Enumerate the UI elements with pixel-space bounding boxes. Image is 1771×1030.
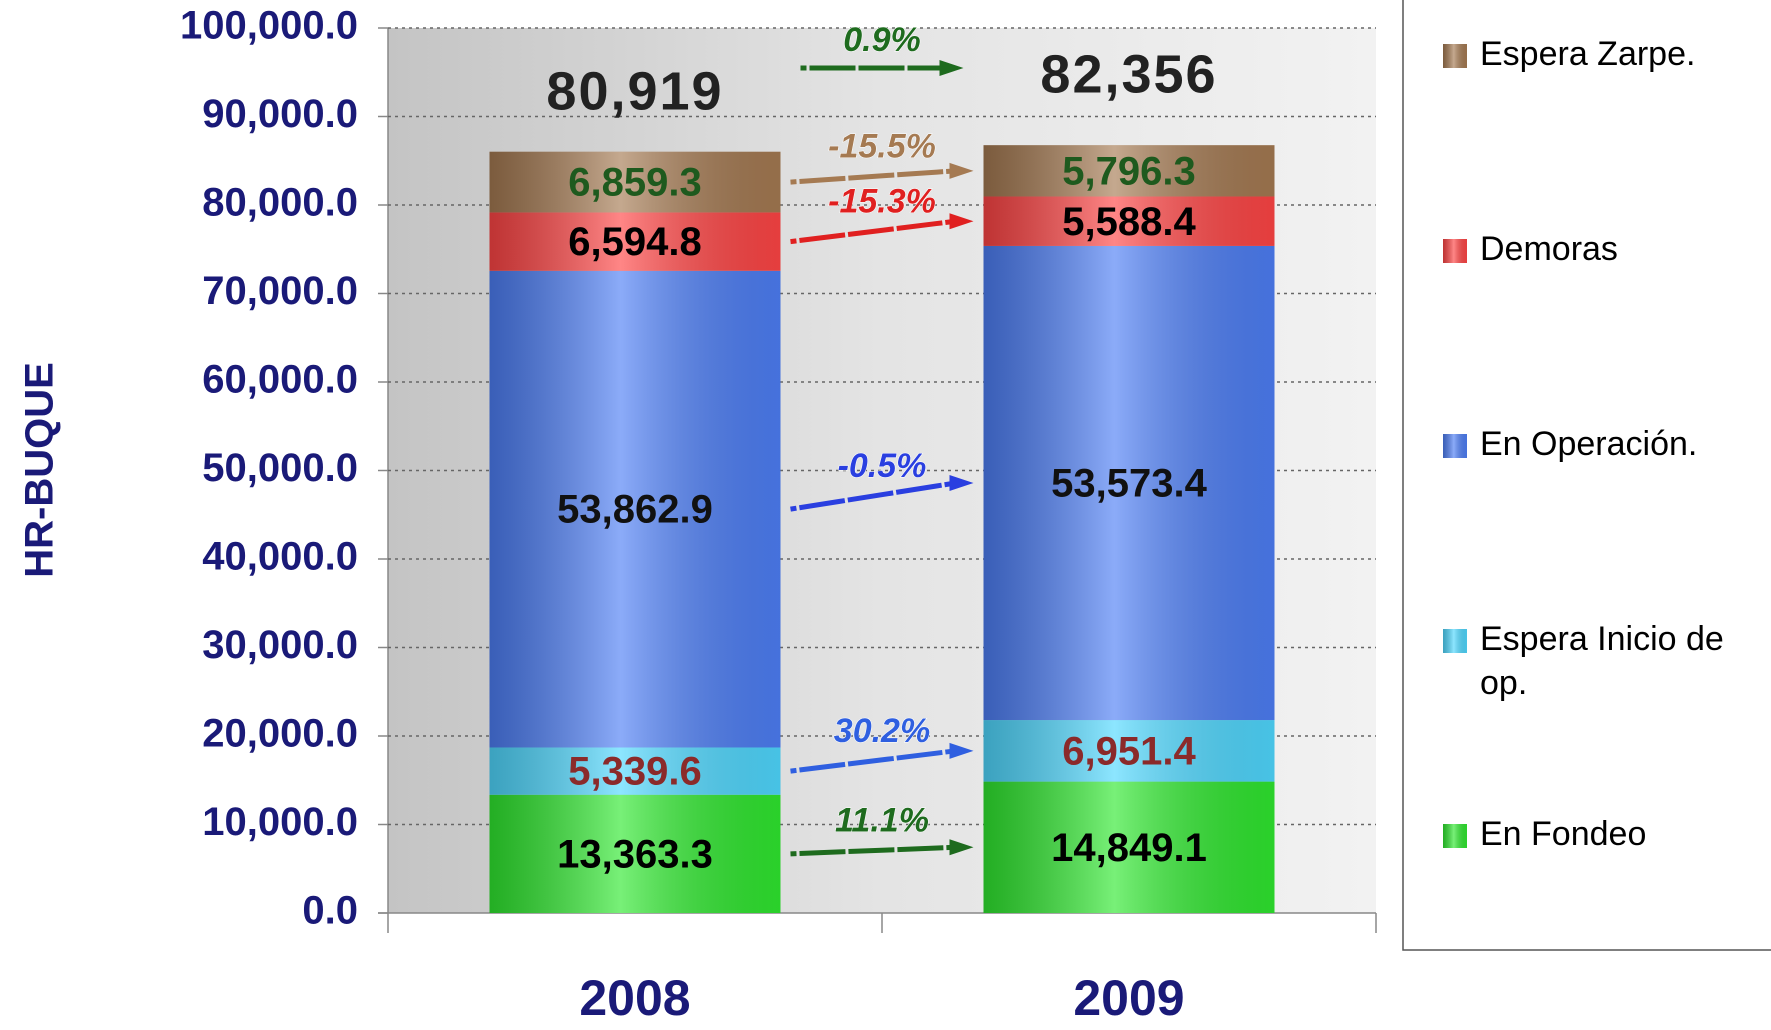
data-label: 5,796.3 (1062, 149, 1195, 193)
change-arrowhead (949, 742, 974, 759)
change-arrowhead (949, 213, 974, 230)
legend-box (1402, 0, 1771, 951)
bar-shine (983, 196, 1275, 246)
change-arrowhead (949, 839, 974, 856)
data-label: 13,363.3 (557, 832, 713, 876)
change-label: 30.2% (834, 712, 930, 750)
bar-shine (489, 151, 781, 213)
y-tick-label: 60,000.0 (202, 358, 358, 402)
y-axis-label: HR-BUQUE (18, 362, 62, 578)
legend-label: Espera Zarpe. (1480, 35, 1695, 73)
change-label: 11.1% (835, 802, 929, 840)
y-tick-label: 70,000.0 (202, 269, 358, 313)
change-label: -0.5% (838, 447, 927, 485)
y-tick-label: 20,000.0 (202, 712, 358, 756)
y-tick-label: 80,000.0 (202, 181, 358, 225)
bar-shine (489, 747, 781, 795)
change-arrowhead (949, 162, 974, 179)
legend-swatch-shine (1443, 629, 1467, 653)
total-label: 82,356 (1040, 44, 1217, 104)
y-tick-label: 0.0 (302, 889, 358, 933)
change-arrow (790, 168, 956, 185)
legend-label: Demoras (1480, 230, 1618, 268)
legend-swatch-shine (1443, 434, 1467, 458)
data-label: 5,339.6 (568, 750, 701, 794)
change-label: 0.9% (843, 21, 921, 59)
y-tick-label: 50,000.0 (202, 446, 358, 490)
data-label: 5,588.4 (1062, 200, 1196, 244)
bar-shine (489, 212, 781, 271)
change-arrowhead (939, 60, 964, 76)
data-label: 53,573.4 (1051, 462, 1207, 506)
bar-shine (489, 794, 781, 913)
data-label: 14,849.1 (1051, 826, 1207, 870)
legend-swatch-shine (1443, 239, 1467, 263)
y-tick-label: 10,000.0 (202, 800, 358, 844)
change-label: -15.5% (828, 127, 936, 165)
data-label: 6,951.4 (1062, 729, 1196, 773)
bar-shine (983, 245, 1275, 721)
x-tick-label: 2009 (1073, 970, 1184, 1026)
y-tick-label: 90,000.0 (202, 92, 358, 136)
data-label: 6,859.3 (568, 161, 701, 205)
change-arrow (790, 480, 956, 512)
change-arrowhead (949, 475, 974, 492)
bar-shine (983, 781, 1275, 913)
legend-swatch-shine (1443, 44, 1467, 68)
legend-swatch-shine (1443, 824, 1467, 848)
y-tick-label: 100,000.0 (180, 4, 358, 48)
legend-label: En Fondeo (1480, 815, 1646, 853)
y-tick-label: 30,000.0 (202, 623, 358, 667)
y-tick-label: 40,000.0 (202, 535, 358, 579)
change-arrow (790, 844, 956, 857)
bar-shine (983, 145, 1275, 197)
legend-label: En Operación. (1480, 425, 1697, 463)
total-label: 80,919 (546, 61, 723, 121)
bar-shine (983, 720, 1275, 782)
data-label: 6,594.8 (568, 220, 701, 264)
x-tick-label: 2008 (579, 970, 690, 1026)
change-arrow (790, 218, 956, 245)
legend-label: Espera Inicio de op. (1480, 620, 1724, 702)
bar-shine (489, 270, 781, 748)
change-arrow (790, 748, 956, 774)
data-label: 53,862.9 (557, 488, 713, 532)
change-label: -15.3% (828, 182, 936, 220)
